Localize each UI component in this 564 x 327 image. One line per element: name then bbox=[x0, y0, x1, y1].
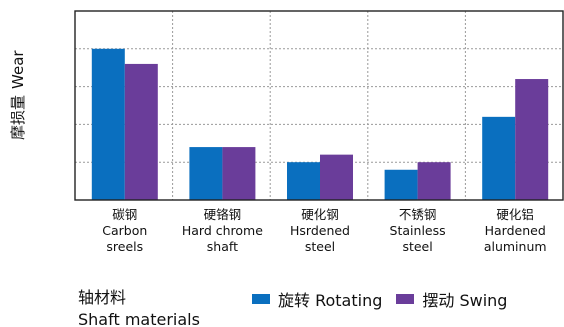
x-tick-label: 硬铬钢 Hard chrome shaft bbox=[167, 207, 277, 255]
bar-rotating-2 bbox=[287, 162, 320, 200]
x-tick-label-line: 不锈钢 bbox=[398, 207, 437, 222]
legend-item-rotating: 旋转 Rotating bbox=[252, 287, 382, 311]
bar-swing-2 bbox=[320, 154, 353, 200]
bar-swing-3 bbox=[417, 162, 451, 200]
plot-frame bbox=[74, 10, 564, 201]
x-tick-label-line: 碳钢 bbox=[112, 207, 138, 222]
x-tick-label-line: 硬铬钢 bbox=[203, 207, 242, 222]
x-tick-label-line: 硬化铝 bbox=[496, 207, 534, 222]
x-tick-label-line: Hard chrome bbox=[181, 223, 263, 238]
bar-rotating-0 bbox=[91, 48, 125, 200]
x-tick-label-line: sreels bbox=[106, 239, 144, 254]
axes bbox=[74, 10, 564, 201]
x-tick-label-line: Hsrdened bbox=[289, 223, 350, 238]
x-tick-label: 硬化钢 Hsrdened steel bbox=[265, 207, 375, 255]
bar-swing-0 bbox=[124, 63, 158, 200]
x-tick-label-line: steel bbox=[402, 239, 433, 254]
bar-rotating-3 bbox=[384, 169, 418, 200]
x-tick-label: 硬化铝 Hardened aluminum bbox=[460, 207, 564, 255]
y-axis-label: 摩损量Wear bbox=[9, 50, 27, 140]
x-tick-label-line: Hardened bbox=[484, 223, 546, 238]
x-tick-label: 碳钢 Carbon sreels bbox=[70, 207, 180, 255]
x-tick-label-line: shaft bbox=[206, 239, 238, 254]
bars bbox=[91, 48, 549, 200]
x-tick-label-line: 硬化钢 bbox=[301, 207, 339, 222]
x-tick-label-line: Stainless bbox=[389, 223, 446, 238]
legend: 旋转 Rotating 摆动 Swing bbox=[252, 287, 521, 311]
legend-item-swing: 摆动 Swing bbox=[396, 287, 507, 311]
x-tick-label-line: aluminum bbox=[483, 239, 547, 254]
bar-swing-4 bbox=[515, 79, 549, 200]
bar-rotating-4 bbox=[482, 116, 516, 200]
x-tick-label-line: steel bbox=[304, 239, 336, 254]
legend-swatch-swing bbox=[396, 294, 415, 304]
x-tick-label-line: Carbon bbox=[102, 223, 148, 238]
bar-rotating-1 bbox=[189, 147, 223, 200]
legend-swatch-rotating bbox=[252, 294, 270, 304]
x-tick-label: 不锈钢 Stainless steel bbox=[363, 207, 473, 255]
bar-swing-1 bbox=[222, 147, 256, 200]
x-axis-label: 轴材料 Shaft materials bbox=[78, 288, 200, 327]
